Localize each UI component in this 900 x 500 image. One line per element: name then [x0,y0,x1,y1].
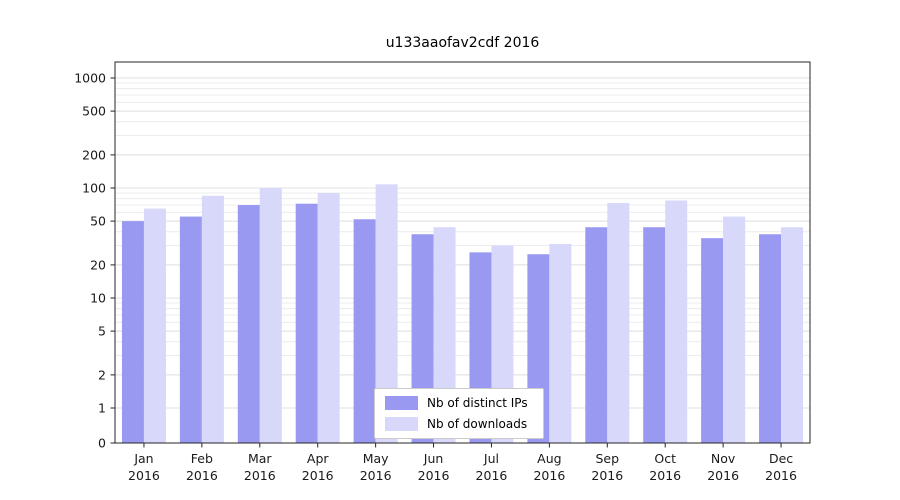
bar-nb-of-downloads-nov-2016 [723,216,746,443]
y-tick-label: 0 [98,436,106,451]
x-tick-label-month: Jun [423,451,444,466]
chart-title: u133aaofav2cdf 2016 [385,35,540,51]
x-tick-label-year: 2016 [765,468,797,483]
legend-swatch-distinct-ips [385,396,418,410]
x-tick-label-year: 2016 [360,468,392,483]
bar-nb-of-distinct-ips-jan-2016 [121,221,144,443]
x-tick-label-year: 2016 [186,468,218,483]
bar-nb-of-distinct-ips-apr-2016 [295,203,318,443]
y-tick-label: 1000 [74,71,106,86]
bar-nb-of-distinct-ips-oct-2016 [643,227,666,443]
x-tick-label-month: Jul [483,451,499,466]
y-tick-label: 1 [98,401,106,416]
legend: Nb of distinct IPs Nb of downloads [374,388,544,439]
x-tick-label-year: 2016 [533,468,565,483]
y-tick-label: 2 [98,367,106,382]
x-tick-label-month: Oct [654,451,676,466]
bar-nb-of-downloads-oct-2016 [665,200,688,443]
x-tick-label-month: Sep [596,451,620,466]
bar-nb-of-distinct-ips-mar-2016 [237,205,260,443]
y-tick-label: 100 [82,181,106,196]
x-tick-label-year: 2016 [591,468,623,483]
x-tick-label-month: Apr [307,451,329,466]
legend-label-distinct-ips: Nb of distinct IPs [427,396,528,410]
bar-nb-of-downloads-apr-2016 [317,193,340,443]
bar-nb-of-downloads-jan-2016 [143,208,166,443]
bar-nb-of-downloads-aug-2016 [549,243,572,443]
x-tick-label-year: 2016 [302,468,334,483]
bar-nb-of-distinct-ips-nov-2016 [701,238,724,443]
bar-nb-of-downloads-sep-2016 [607,203,630,443]
legend-swatch-downloads [385,417,418,431]
x-tick-label-month: Aug [537,451,561,466]
x-tick-label-month: May [363,451,389,466]
bar-nb-of-downloads-may-2016 [375,184,398,444]
x-tick-label-month: Mar [248,451,272,466]
bar-nb-of-distinct-ips-may-2016 [353,219,376,443]
bar-nb-of-downloads-feb-2016 [201,195,224,443]
x-tick-label-month: Nov [711,451,736,466]
x-tick-label-month: Jan [133,451,153,466]
bar-nb-of-distinct-ips-dec-2016 [759,234,782,443]
x-tick-label-year: 2016 [418,468,450,483]
bar-nb-of-distinct-ips-sep-2016 [585,227,608,443]
y-tick-label: 200 [82,147,106,162]
x-tick-label-month: Feb [191,451,213,466]
y-tick-label: 10 [90,291,106,306]
x-tick-label-year: 2016 [244,468,276,483]
bar-nb-of-downloads-dec-2016 [781,227,804,443]
y-tick-label: 50 [90,214,106,229]
legend-label-downloads: Nb of downloads [427,417,528,431]
y-tick-label: 500 [82,104,106,119]
plot-border [114,61,811,444]
legend-item-downloads: Nb of downloads [385,417,533,431]
bar-nb-of-downloads-mar-2016 [259,188,282,443]
legend-item-distinct-ips: Nb of distinct IPs [385,396,533,410]
y-tick-label: 20 [90,257,106,272]
x-tick-label-year: 2016 [476,468,508,483]
y-tick-label: 5 [98,324,106,339]
x-tick-label-year: 2016 [649,468,681,483]
x-tick-label-year: 2016 [707,468,739,483]
x-tick-label-month: Dec [769,451,793,466]
x-tick-label-year: 2016 [128,468,160,483]
bar-nb-of-distinct-ips-feb-2016 [179,216,202,443]
